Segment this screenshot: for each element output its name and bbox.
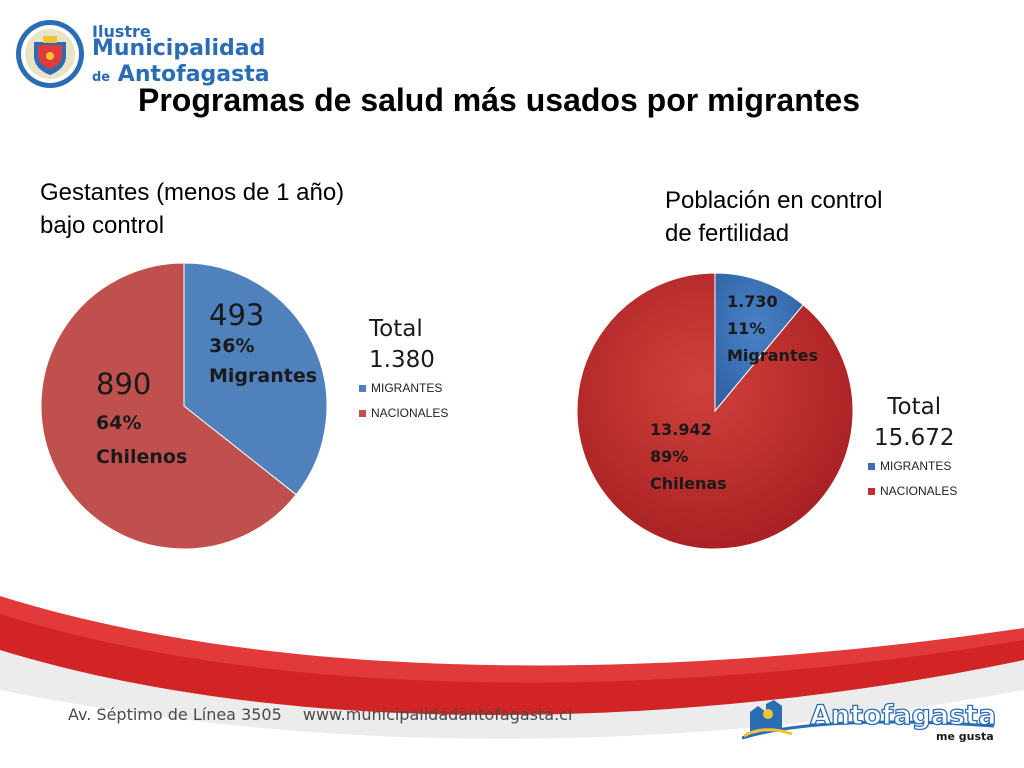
left-legend-migrantes: MIGRANTES [359, 381, 448, 395]
left-legend-swatch-nacionales [359, 409, 366, 417]
right-total-label: Total [887, 394, 942, 420]
antofagasta-brand-logo: Antofagasta me gusta [741, 699, 997, 743]
logo-text-municipalidad: Municipalidad [92, 36, 266, 61]
municipal-logo: Ilustre Municipalidad de Antofagasta [14, 14, 284, 96]
right-migrant-percent: 11% [727, 319, 766, 338]
left-migrant-group: Migrantes [209, 365, 318, 387]
logo-text-de: de [92, 70, 111, 85]
brand-text: Antofagasta [810, 700, 996, 731]
right-pie-chart [576, 272, 854, 550]
right-legend-swatch-migrantes [868, 462, 875, 470]
footer-address: Av. Séptimo de Línea 3505 [68, 705, 282, 724]
left-national-percent: 64% [96, 412, 142, 434]
left-legend-swatch-migrantes [359, 384, 366, 392]
left-legend-nacionales: NACIONALES [359, 406, 448, 420]
right-chart-title: Población en control de fertilidad [665, 184, 882, 250]
left-chart-title-line1: Gestantes (menos de 1 año) [40, 179, 345, 206]
right-migrant-value: 1.730 [727, 292, 778, 311]
footer-contact: Av. Séptimo de Línea 3505 www.municipali… [68, 705, 588, 724]
left-total-value: 1.380 [369, 347, 435, 373]
pie-slice-nacionales [40, 262, 297, 550]
left-total-label: Total [369, 316, 423, 342]
right-legend-migrantes: MIGRANTES [868, 459, 957, 473]
left-national-value: 890 [96, 367, 152, 401]
footer-website[interactable]: www.municipalidadantofagasta.cl [302, 705, 573, 724]
municipal-seal-icon [16, 20, 84, 88]
pie-slice-nacionales [576, 272, 854, 550]
left-migrant-percent: 36% [209, 335, 255, 357]
right-total: Total 15.672 [874, 392, 954, 454]
left-migrant-value: 493 [209, 298, 265, 332]
left-legend-label-nacionales: NACIONALES [371, 406, 449, 420]
right-legend-nacionales: NACIONALES [868, 484, 957, 498]
left-chart-title: Gestantes (menos de 1 año) bajo control [40, 176, 344, 242]
right-national-value: 13.942 [650, 420, 712, 439]
pie-slice-migrantes [183, 262, 328, 496]
left-chart-title-line2: bajo control [40, 212, 165, 239]
pie-slice-migrantes [714, 272, 804, 413]
left-total: Total 1.380 [369, 314, 435, 376]
left-legend: MIGRANTES NACIONALES [359, 381, 448, 420]
left-legend-label-migrantes: MIGRANTES [371, 381, 443, 395]
right-legend-label-nacionales: NACIONALES [880, 484, 958, 498]
logo-text-antofagasta: de Antofagasta [92, 62, 270, 87]
logo-text-city: Antofagasta [117, 62, 270, 87]
right-total-value: 15.672 [874, 425, 955, 451]
slide-title: Programas de salud más usados por migran… [138, 82, 861, 118]
right-migrant-group: Migrantes [727, 346, 818, 365]
right-chart-title-line2: de fertilidad [665, 220, 790, 247]
brand-tagline: me gusta [936, 730, 994, 743]
right-legend-swatch-nacionales [868, 487, 875, 495]
right-national-percent: 89% [650, 447, 689, 466]
right-chart-title-line1: Población en control [665, 187, 883, 214]
right-legend: MIGRANTES NACIONALES [868, 459, 957, 498]
left-national-group: Chilenos [96, 446, 188, 468]
right-national-group: Chilenas [650, 474, 727, 493]
logo-text-ilustre: Ilustre [92, 22, 151, 41]
right-legend-label-migrantes: MIGRANTES [880, 459, 952, 473]
left-pie-chart [40, 262, 328, 550]
